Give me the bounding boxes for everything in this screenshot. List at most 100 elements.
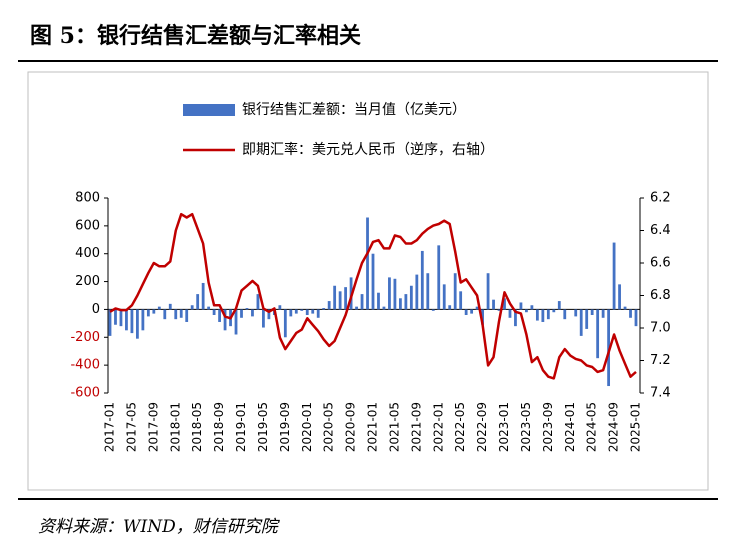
- bar: [612, 242, 616, 310]
- bar: [207, 306, 211, 310]
- bar: [190, 305, 194, 310]
- bar: [333, 285, 337, 310]
- bar: [541, 309, 545, 322]
- bar: [409, 285, 413, 310]
- x-tick-label: 2021-01: [366, 402, 380, 452]
- y-tick-label: -600: [70, 386, 100, 401]
- x-tick-label: 2023-09: [541, 402, 555, 452]
- bar: [574, 309, 578, 317]
- x-tick-label: 2024-01: [563, 402, 577, 452]
- bar: [267, 309, 271, 320]
- x-tick-label: 2025-01: [629, 402, 643, 452]
- bar: [338, 291, 342, 310]
- y2-tick-label: 7.4: [650, 386, 671, 401]
- bar: [475, 306, 479, 310]
- bar: [316, 309, 320, 318]
- bar: [431, 309, 435, 311]
- bar: [535, 309, 539, 321]
- bar: [442, 284, 446, 310]
- bar: [453, 273, 457, 310]
- bar: [322, 308, 326, 310]
- bar: [508, 309, 512, 318]
- x-tick-label: 2023-01: [497, 402, 511, 452]
- bar: [426, 273, 430, 310]
- y2-tick-label: 6.2: [650, 191, 671, 206]
- bar: [492, 299, 495, 310]
- x-tick-label: 2019-09: [278, 402, 292, 452]
- bar: [344, 287, 348, 310]
- bar: [557, 301, 561, 310]
- bar: [355, 306, 358, 310]
- bar: [234, 309, 238, 335]
- source-note: 资料来源：WIND，财信研究院: [38, 517, 278, 537]
- x-tick-label: 2017-05: [124, 402, 138, 452]
- rule: [18, 60, 718, 62]
- line: [109, 212, 637, 380]
- bar: [157, 306, 161, 310]
- y-tick-label: -400: [70, 358, 100, 373]
- legend-swatch: [183, 104, 235, 116]
- bar: [448, 305, 452, 310]
- bar: [119, 309, 123, 327]
- bar: [146, 309, 150, 317]
- bar: [393, 278, 397, 310]
- bar: [251, 309, 254, 317]
- x-tick-label: 2020-01: [300, 402, 314, 452]
- y-tick-label: -200: [70, 330, 100, 345]
- bar: [497, 309, 501, 311]
- bar: [311, 309, 315, 314]
- bar: [135, 309, 139, 339]
- bar: [590, 309, 594, 315]
- bar: [152, 309, 156, 314]
- bar: [168, 303, 172, 310]
- bar: [486, 273, 490, 310]
- bar: [305, 309, 309, 315]
- bar: [629, 309, 632, 318]
- x-tick-label: 2023-05: [519, 402, 533, 452]
- bar: [240, 309, 243, 318]
- x-tick-label: 2024-09: [607, 402, 621, 452]
- bar: [388, 277, 391, 310]
- x-tick-label: 2022-09: [475, 402, 489, 452]
- bar: [218, 309, 221, 322]
- bar: [179, 309, 183, 318]
- bar: [596, 309, 600, 359]
- y-tick-label: 800: [75, 191, 100, 206]
- bar: [552, 309, 556, 313]
- bar: [256, 294, 260, 310]
- bar: [300, 309, 304, 311]
- bar: [283, 309, 287, 338]
- bar: [262, 309, 265, 328]
- legend-label: 银行结售汇差额：当月值（亿美元）: [242, 102, 466, 118]
- legend-label: 即期汇率：美元兑人民币（逆序，右轴）: [242, 141, 494, 158]
- chart-frame: [27, 71, 709, 491]
- x-tick-label: 2022-01: [431, 402, 445, 452]
- bar: [634, 309, 638, 327]
- bar: [377, 292, 380, 310]
- x-tick-label: 2021-09: [409, 402, 423, 452]
- y2-tick-label: 6.8: [650, 288, 671, 303]
- bar: [470, 309, 474, 314]
- bar: [114, 309, 117, 325]
- bar: [382, 306, 386, 310]
- rule: [18, 498, 718, 500]
- bar: [294, 309, 298, 314]
- y2-tick-label: 6.4: [650, 223, 671, 238]
- x-tick-label: 2017-01: [103, 402, 117, 452]
- bar: [481, 309, 484, 325]
- bar: [366, 217, 369, 310]
- bar: [196, 294, 200, 310]
- bar: [420, 250, 424, 310]
- x-tick-label: 2021-05: [387, 402, 401, 452]
- bar: [514, 309, 517, 327]
- bar: [464, 309, 468, 315]
- bar: [607, 309, 611, 387]
- bar: [360, 294, 364, 310]
- bar: [525, 309, 528, 313]
- y-tick-label: 400: [75, 246, 100, 261]
- bar: [327, 301, 331, 310]
- bar: [125, 309, 128, 331]
- y2-tick-label: 6.6: [650, 256, 671, 271]
